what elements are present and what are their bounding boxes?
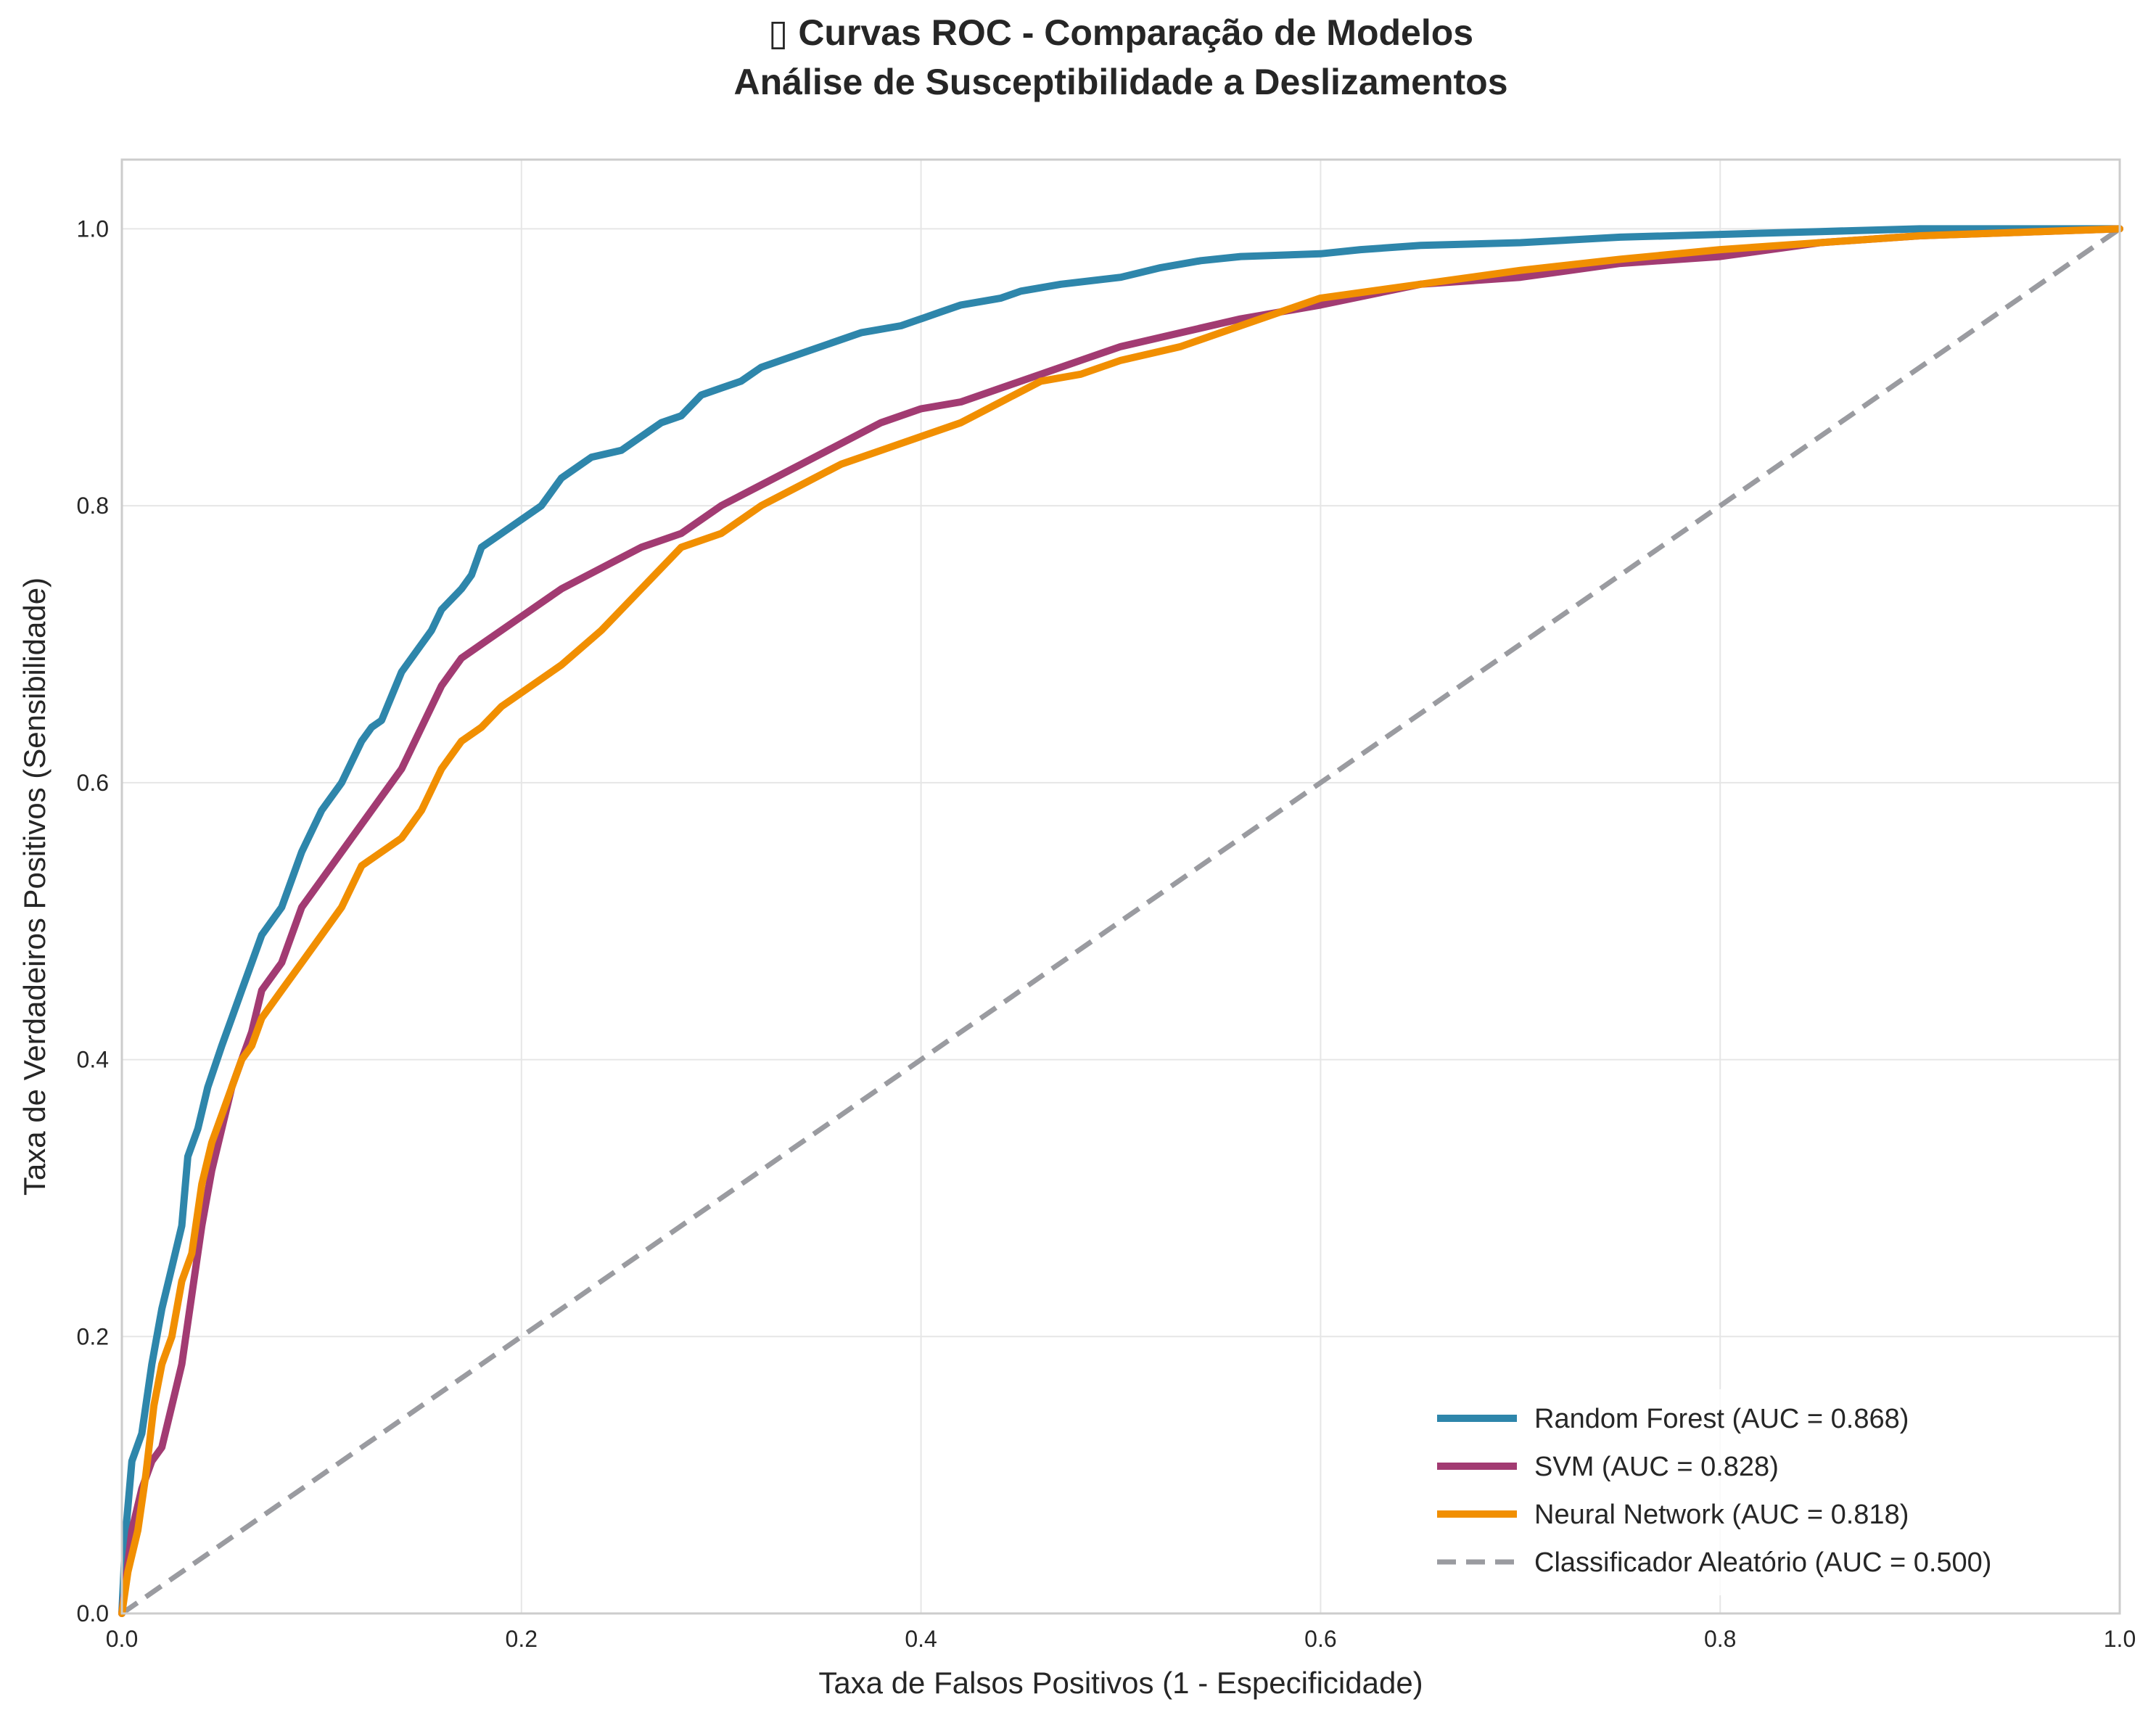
- chart-title-line-1: ▯ Curvas ROC - Comparação de Modelos: [768, 12, 1473, 53]
- y-tick-label: 0.6: [77, 770, 109, 796]
- y-tick-label: 0.0: [77, 1600, 109, 1627]
- y-axis-label: Taxa de Verdadeiros Positivos (Sensibili…: [17, 577, 52, 1196]
- x-tick-label: 0.6: [1304, 1626, 1336, 1652]
- series-line-0: [118, 225, 2123, 1617]
- legend-entry: Classificador Aleatório (AUC = 0.500): [1534, 1547, 1991, 1578]
- x-tick-label: 0.8: [1704, 1626, 1736, 1652]
- chart-title-line-2: Análise de Susceptibilidade a Deslizamen…: [733, 62, 1507, 102]
- series-line-1: [118, 225, 2123, 1617]
- y-tick-label: 0.8: [77, 493, 109, 519]
- y-tick-label: 0.2: [77, 1323, 109, 1349]
- series-lines: [118, 225, 2123, 1617]
- x-axis-label: Taxa de Falsos Positivos (1 - Especifici…: [818, 1666, 1423, 1700]
- y-tick-label: 0.4: [77, 1047, 109, 1073]
- legend: Random Forest (AUC = 0.868) SVM (AUC = 0.…: [1425, 1389, 2100, 1595]
- x-tick-label: 0.4: [905, 1626, 937, 1652]
- x-tick-label: 1.0: [2104, 1626, 2136, 1652]
- x-tick-label: 0.2: [506, 1626, 538, 1652]
- series-line-2: [118, 225, 2123, 1617]
- x-tick-label: 0.0: [106, 1626, 138, 1652]
- legend-box: [1425, 1389, 2100, 1595]
- legend-entry: Neural Network (AUC = 0.818): [1534, 1500, 1909, 1530]
- legend-entry: SVM (AUC = 0.828): [1534, 1452, 1779, 1482]
- plot-frame: [120, 158, 2121, 1615]
- tick-labels: 0.0 0.2 0.4 0.6 0.8 1.0 0.0 0.2 0.4 0.6 0.8 1.0: [77, 215, 2136, 1652]
- legend-entry: Random Forest (AUC = 0.868): [1534, 1404, 1909, 1434]
- y-tick-label: 1.0: [77, 215, 109, 242]
